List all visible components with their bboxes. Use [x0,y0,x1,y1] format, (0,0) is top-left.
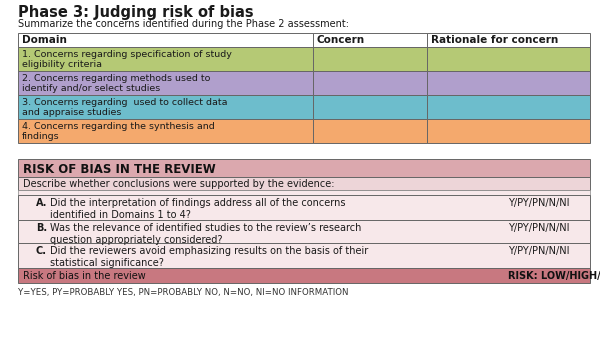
Bar [313,119,427,143]
Bar [18,71,313,95]
Bar [18,95,313,119]
Text: Y/PY/PN/N/NI: Y/PY/PN/N/NI [508,198,569,208]
Bar [18,177,590,190]
Text: Rationale for concern: Rationale for concern [431,35,558,45]
Text: 3. Concerns regarding  used to collect data
and appraise studies: 3. Concerns regarding used to collect da… [22,98,227,118]
Text: Y/PY/PN/N/NI: Y/PY/PN/N/NI [508,246,569,256]
Bar [18,159,590,177]
Text: Did the reviewers avoid emphasizing results on the basis of their
statistical si: Did the reviewers avoid emphasizing resu… [50,246,368,268]
Text: Was the relevance of identified studies to the review’s research
question approp: Was the relevance of identified studies … [50,223,361,245]
Text: C.: C. [36,246,47,256]
Bar [18,190,590,195]
Bar [313,47,427,71]
Bar [427,47,590,71]
Text: Risk of bias in the review: Risk of bias in the review [23,271,146,281]
Text: Phase 3: Judging risk of bias: Phase 3: Judging risk of bias [18,5,254,20]
Bar [427,95,590,119]
Bar [18,220,590,243]
Bar [427,71,590,95]
Bar [313,95,427,119]
Text: Did the interpretation of findings address all of the concerns
identified in Dom: Did the interpretation of findings addre… [50,198,346,220]
Text: 2. Concerns regarding methods used to
identify and/or select studies: 2. Concerns regarding methods used to id… [22,74,211,93]
Text: Y=YES, PY=PROBABLY YES, PN=PROBABLY NO, N=NO, NI=NO INFORMATION: Y=YES, PY=PROBABLY YES, PN=PROBABLY NO, … [18,288,349,297]
Text: Concern: Concern [317,35,365,45]
Text: 1. Concerns regarding specification of study
eligibility criteria: 1. Concerns regarding specification of s… [22,50,232,69]
Text: Domain: Domain [22,35,67,45]
Bar [18,119,313,143]
Text: Y/PY/PN/N/NI: Y/PY/PN/N/NI [508,223,569,233]
Text: B.: B. [36,223,47,233]
Bar [18,243,590,268]
Text: Summarize the concerns identified during the Phase 2 assessment:: Summarize the concerns identified during… [18,19,349,29]
Bar [18,47,313,71]
Bar [18,268,590,283]
Text: 4. Concerns regarding the synthesis and
findings: 4. Concerns regarding the synthesis and … [22,122,215,141]
Bar [427,33,590,47]
Bar [427,119,590,143]
Text: RISK OF BIAS IN THE REVIEW: RISK OF BIAS IN THE REVIEW [23,163,216,176]
Bar [313,33,427,47]
Text: RISK: LOW/HIGH/UNCLEAR: RISK: LOW/HIGH/UNCLEAR [508,271,600,281]
Bar [313,71,427,95]
Bar [18,195,590,220]
Text: A.: A. [36,198,47,208]
Text: Describe whether conclusions were supported by the evidence:: Describe whether conclusions were suppor… [23,179,335,189]
Bar [18,33,313,47]
